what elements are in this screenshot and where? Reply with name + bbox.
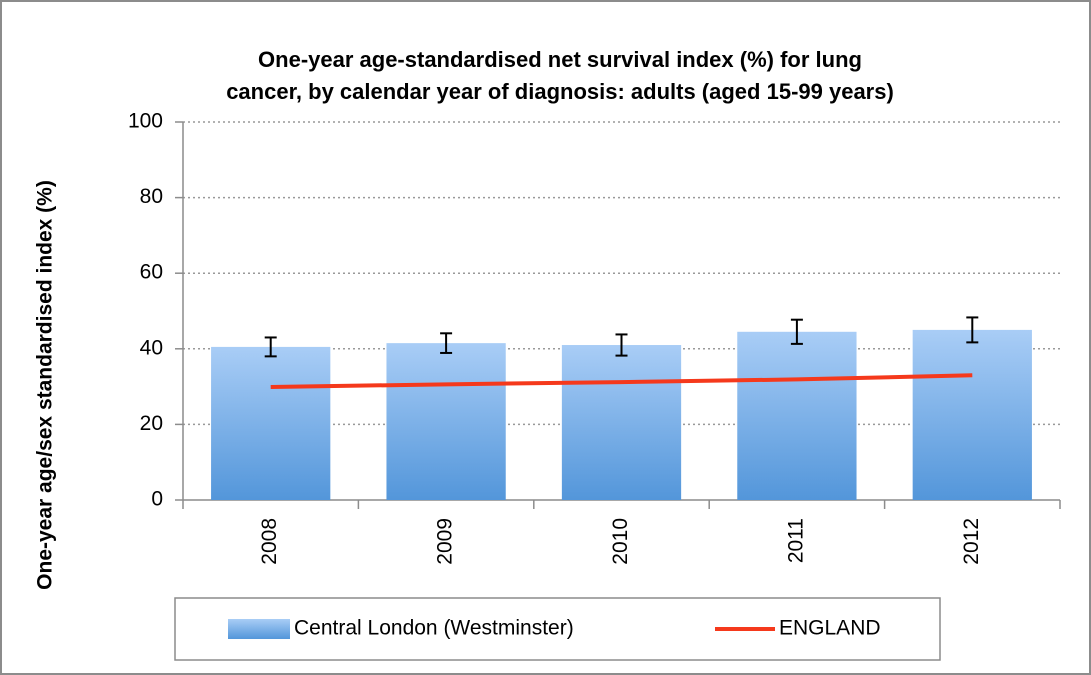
legend	[174, 597, 941, 661]
error-bar	[264, 336, 277, 358]
bar	[737, 331, 857, 500]
legend-label: Central London (Westminster)	[294, 617, 574, 640]
error-bar	[615, 333, 628, 357]
chart-title: One-year age-standardised net survival i…	[258, 47, 862, 72]
bar	[561, 345, 682, 500]
bar	[211, 346, 331, 500]
legend-swatch	[228, 619, 290, 639]
y-axis-label: One-year age/sex standardised index (%)	[34, 180, 57, 590]
x-tick-label: 2011	[784, 518, 807, 563]
y-tick-label: 40	[140, 336, 163, 359]
chart-title: cancer, by calendar year of diagnosis: a…	[226, 79, 894, 104]
x-tick-label: 2010	[609, 518, 632, 565]
error-bar	[440, 332, 453, 354]
x-tick-label: 2008	[258, 518, 281, 565]
y-tick-label: 0	[151, 488, 163, 511]
bar	[912, 329, 1032, 500]
error-bar	[790, 318, 803, 345]
y-tick-label: 80	[140, 185, 163, 208]
x-tick-label: 2012	[960, 518, 983, 565]
bar	[386, 343, 506, 500]
y-tick-label: 100	[128, 110, 163, 133]
error-bar	[966, 316, 979, 344]
legend-label: ENGLAND	[779, 617, 881, 640]
y-tick-label: 60	[140, 261, 163, 284]
y-tick-label: 20	[140, 412, 163, 435]
x-tick-label: 2009	[434, 518, 457, 565]
line	[270, 373, 973, 389]
